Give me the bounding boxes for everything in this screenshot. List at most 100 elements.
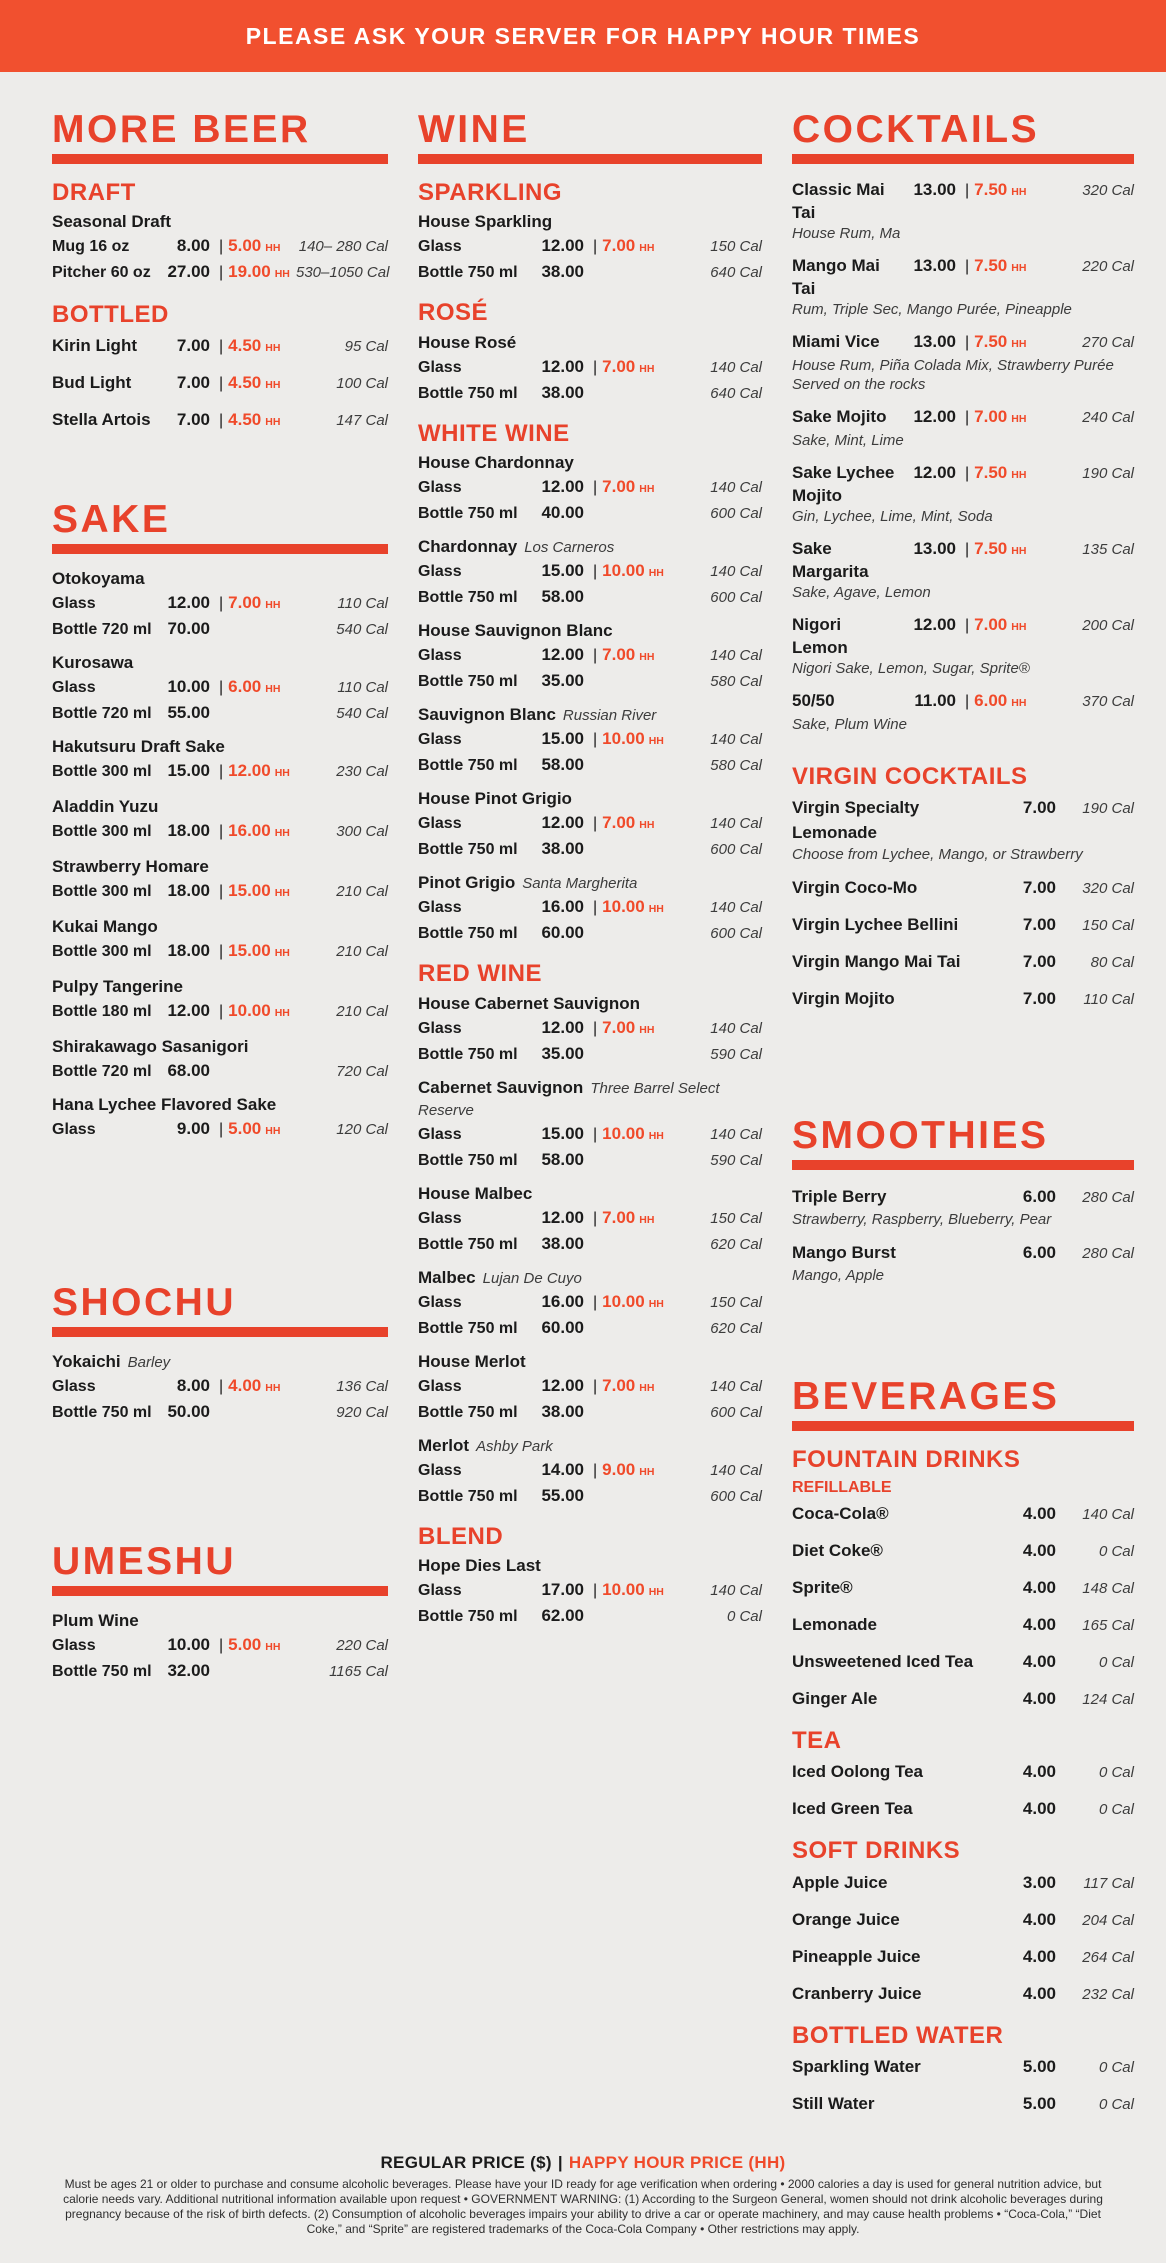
item-price-line: Glass 12.00 | 7.00 HH 140 Cal: [418, 355, 762, 381]
item-calories: 540 Cal: [336, 704, 388, 722]
item-calories: 600 Cal: [710, 841, 762, 859]
item-regular-price: 55.00: [541, 1485, 584, 1505]
hh-label: HH: [265, 242, 281, 255]
item-size-label: Bottle 750 ml: [418, 841, 518, 859]
hh-label: HH: [1011, 262, 1027, 274]
menu-item: Sake Margarita 13.00 | 7.50 HH 135 Cal Sake, A…: [792, 537, 1134, 602]
item-happy-hour: | 10.00 HH: [584, 727, 670, 753]
item-regular-price: 35.00: [541, 671, 584, 691]
item-name: Virgin Lychee Bellini: [792, 915, 959, 935]
item-happy-hour: | 7.50 HH: [956, 254, 1042, 280]
section-title-underline: [792, 1160, 1134, 1171]
item-price-line: Glass 12.00 | 7.00 HH 140 Cal: [418, 1016, 762, 1042]
item-regular-price: 60.00: [541, 1317, 584, 1337]
item-hh-price: 7.00: [602, 1017, 636, 1037]
item-variant: Three Barrel Select Reserve: [418, 1079, 720, 1119]
item-description: Sake, Plum Wine: [792, 716, 907, 733]
item-size-label: Bottle 750 ml: [418, 505, 518, 523]
item-description: Sake, Mint, Lime: [792, 432, 904, 449]
item-name-row: 50/50 11.00 | 6.00 HH 370 Cal: [792, 689, 1134, 715]
item-regular-price: 15.00: [541, 561, 584, 581]
menu-item: Hope Dies Last Glass 17.00 | 10.00 HH 140 Cal B…: [418, 1555, 762, 1628]
item-calories: 80 Cal: [1090, 954, 1134, 972]
item-name-row: Iced Oolong Tea 4.00 0 Cal: [792, 1759, 1134, 1785]
item-size-label: Bottle 300 ml: [52, 942, 152, 960]
item-regular-price: 32.00: [167, 1660, 210, 1680]
hh-label: HH: [274, 826, 290, 839]
item-hh-price: 10.00: [602, 1123, 645, 1143]
section-title-underline: [52, 154, 388, 164]
menu-item: House Sparkling Glass 12.00 | 7.00 HH 150 Cal B…: [418, 211, 762, 284]
item-hh-price: 10.00: [602, 897, 645, 917]
item-size-label: Glass: [52, 678, 96, 696]
item-name-row: Strawberry Homare: [52, 856, 388, 879]
item-happy-hour: | 7.00 HH: [584, 643, 670, 669]
item-name-row: Yokaichi Barley: [52, 1351, 388, 1374]
item-calories: 136 Cal: [336, 1377, 388, 1395]
item-regular-price: 10.00: [167, 1634, 210, 1654]
item-happy-hour: | 7.50 HH: [956, 330, 1042, 356]
price-separator: |: [593, 1209, 598, 1227]
item-calories: 140 Cal: [710, 899, 762, 917]
price-separator: |: [965, 334, 970, 351]
item-happy-hour: | 7.00 HH: [584, 811, 670, 837]
item-name-row: Kukai Mango: [52, 916, 388, 939]
item-calories: 920 Cal: [336, 1403, 388, 1421]
item-variant: Barley: [127, 1353, 171, 1371]
item-name-row: Virgin Lychee Bellini 7.00 150 Cal: [792, 912, 1134, 938]
item-size-label: Glass: [418, 1581, 462, 1599]
item-description: Served on the rocks: [792, 376, 926, 393]
item-size-label: Glass: [418, 1209, 462, 1227]
hh-label: HH: [648, 1585, 664, 1598]
item-calories: 120 Cal: [336, 1120, 388, 1138]
item-name: Kukai Mango: [52, 916, 158, 936]
menu-item: Aladdin Yuzu Bottle 300 ml 18.00 | 16.00 HH 30…: [52, 796, 388, 845]
section-heading: SOFT DRINKS: [792, 1837, 961, 1865]
item-name: Sparkling Water: [792, 2056, 921, 2076]
item-calories: 110 Cal: [337, 678, 388, 696]
item-regular-price: 4.00: [1022, 1909, 1056, 1929]
menu-block: SHOCHU Yokaichi Barley Glass 8.00 | 4.00 HH 136 …: [52, 1283, 388, 1424]
item-regular-price: 58.00: [541, 1149, 584, 1169]
item-regular-price: 12.00: [541, 1207, 584, 1227]
price-separator: |: [593, 1125, 598, 1143]
item-hh-price: 6.00: [974, 691, 1008, 710]
menu-column-center: WINE SPARKLING House Sparkling Glass 12.00 | 7…: [418, 110, 762, 1658]
menu-item: Nigori Lemon 12.00 | 7.00 HH 200 Cal Nigori Sa…: [792, 613, 1134, 678]
menu-block: BEVERAGES FOUNTAIN DRINKS REFILLABLE Coca-C…: [792, 1377, 1134, 2117]
item-calories: 0 Cal: [1098, 2058, 1134, 2076]
item-happy-hour: | 15.00 HH: [210, 939, 296, 965]
item-regular-price: 4.00: [1022, 1651, 1056, 1671]
item-regular-price: 7.00: [176, 372, 210, 392]
hh-label: HH: [639, 362, 655, 375]
item-hh-price: 7.50: [974, 463, 1008, 482]
section-title: SMOOTHIES: [792, 1114, 1049, 1158]
item-happy-hour: | 7.00 HH: [584, 234, 670, 260]
menu-item: Mango Mai Tai 13.00 | 7.50 HH 220 Cal Rum, Tri…: [792, 254, 1134, 319]
item-regular-price: 12.00: [541, 813, 584, 833]
item-size-label: Glass: [418, 479, 462, 497]
item-calories: 270 Cal: [1082, 334, 1134, 351]
price-separator: |: [593, 238, 598, 256]
price-separator: |: [219, 1377, 224, 1395]
item-name-row: Iced Green Tea 4.00 0 Cal: [792, 1796, 1134, 1822]
menu-item: Virgin Coco-Mo 7.00 320 Cal: [792, 875, 1134, 901]
menu-item: Miami Vice 13.00 | 7.50 HH 270 Cal House Rum, …: [792, 330, 1134, 394]
item-happy-hour: | 10.00 HH: [584, 1578, 670, 1604]
item-calories: 150 Cal: [710, 1293, 762, 1311]
item-regular-price: 55.00: [167, 702, 210, 722]
item-size-label: Glass: [418, 358, 462, 376]
item-hh-price: 10.00: [602, 1291, 645, 1311]
item-happy-hour: | 7.00 HH: [210, 591, 296, 617]
item-size-label: Glass: [418, 1461, 462, 1479]
item-name: Triple Berry: [792, 1187, 887, 1207]
legal-disclaimer: Must be ages 21 or older to purchase and…: [63, 2176, 1103, 2236]
price-separator: |: [593, 1461, 598, 1479]
item-regular-price: 7.00: [1022, 878, 1056, 898]
price-separator: |: [965, 693, 970, 710]
menu-item: Sake Lychee Mojito 12.00 | 7.50 HH 190 Cal Gin…: [792, 461, 1134, 526]
hh-label: HH: [648, 567, 664, 580]
item-happy-hour: | 6.00 HH: [210, 675, 296, 701]
item-price-line: Bottle 750 ml 60.00 600 Cal: [418, 921, 762, 945]
item-happy-hour: | 7.00 HH: [584, 1206, 670, 1232]
